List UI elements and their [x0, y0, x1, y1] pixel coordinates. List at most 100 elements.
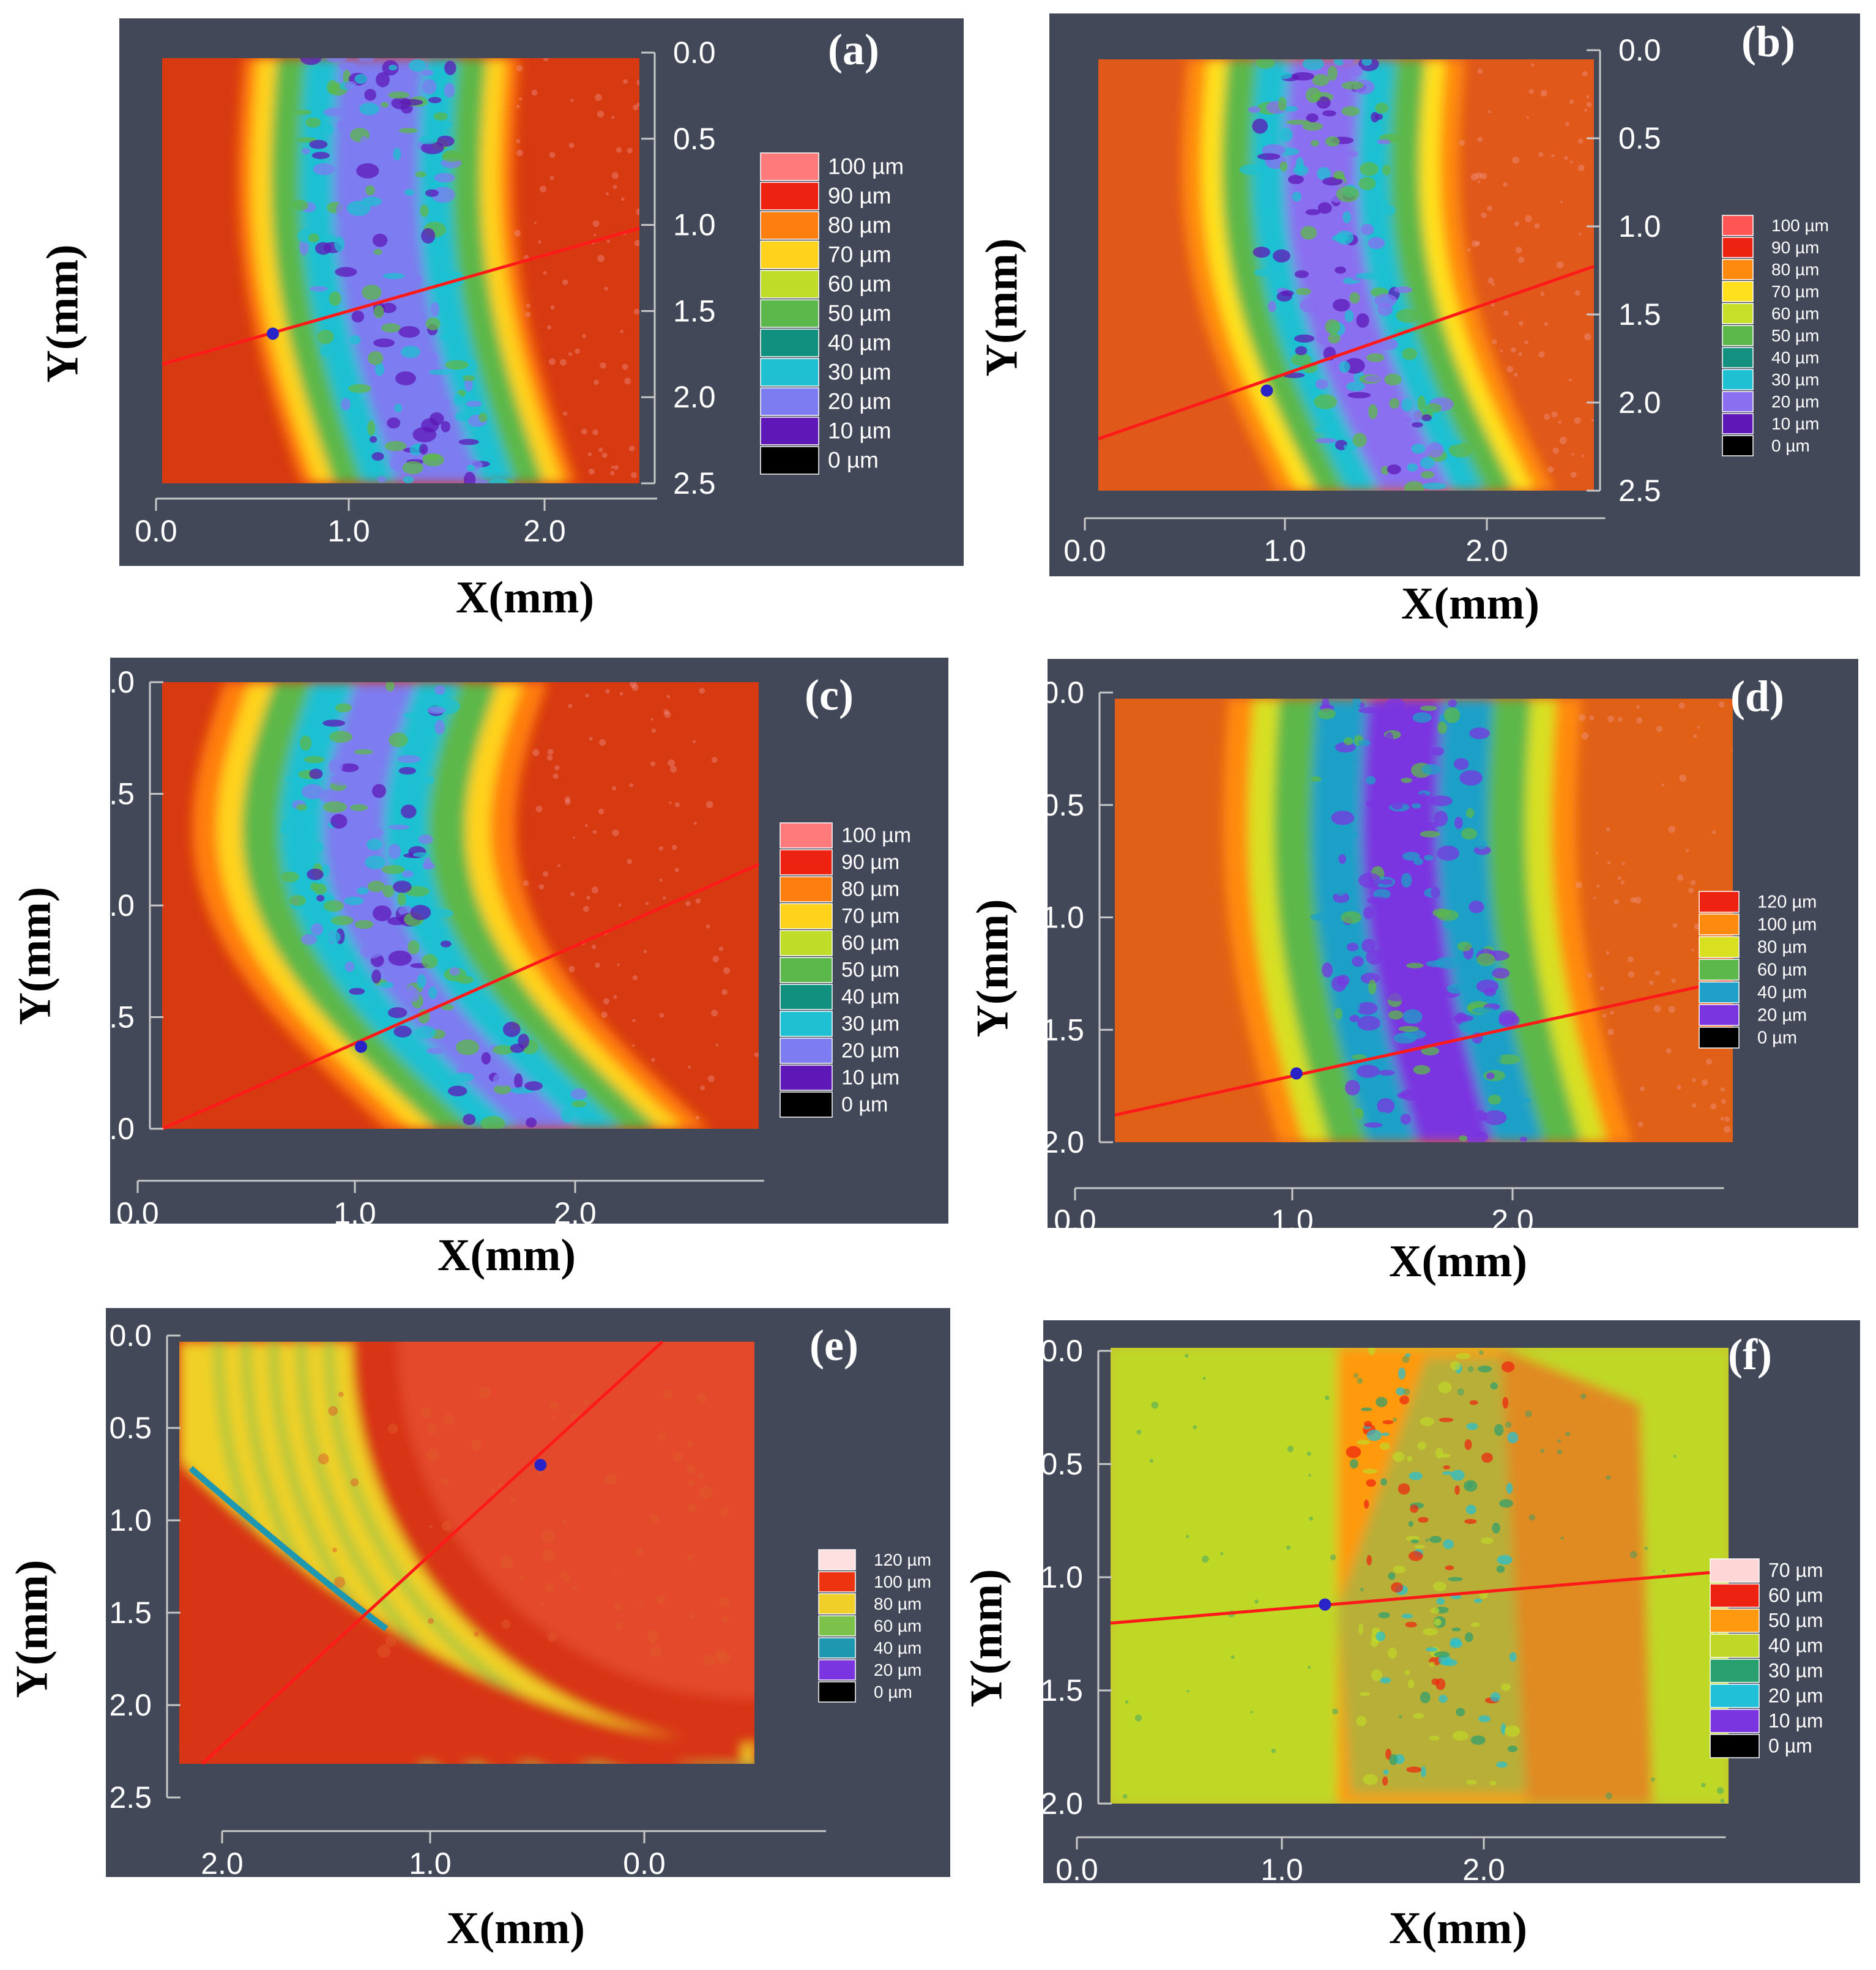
- panel-b-title: (b): [1741, 17, 1795, 66]
- panel-b-speckle: [1341, 106, 1360, 116]
- panel-e-xlabel: X(mm): [447, 1903, 586, 1953]
- panel-d-speckle: [1363, 907, 1374, 920]
- panel-a-plateau-speckle: [594, 234, 597, 237]
- panel-b-svg: 0.0 1.0 2.0 0.0 0.5 1.0 1.5 2.0 2.5 100 µm 90 µm 80…: [1049, 13, 1860, 576]
- panel-e-y-tick-label: 0.5: [109, 1411, 152, 1445]
- panel-b-speckle: [1396, 308, 1420, 323]
- panel-d-speckle: [1373, 1112, 1390, 1119]
- panel-b-speckle: [1286, 119, 1311, 125]
- panel-d-speckle: [1448, 699, 1457, 708]
- panel-b-plateau-speckle: [1480, 173, 1487, 180]
- panel-b-speckle: [1254, 269, 1271, 277]
- panel-e-speckle: [647, 1629, 659, 1642]
- panel-f-edge-speckle: [1720, 1799, 1725, 1803]
- panel-f-speckle: [1451, 1627, 1461, 1632]
- panel-f-speckle: [1421, 1766, 1426, 1778]
- panel-d-plateau-speckle: [1721, 1099, 1727, 1104]
- panel-c-speckle: [426, 1047, 444, 1054]
- panel-d-plateau-speckle: [1599, 986, 1604, 991]
- panel-f-speckle: [1362, 1468, 1378, 1474]
- panel-e-speckle: [649, 1514, 660, 1524]
- panel-b-y-tick-label: 1.5: [1618, 297, 1661, 332]
- panel-c-speckle: [326, 931, 341, 943]
- panel-a-y-tick-label: 0.0: [673, 35, 716, 70]
- panel-a-speckle: [381, 102, 389, 108]
- panel-b-speckle: [1252, 118, 1268, 134]
- panel-c-speckle: [524, 1081, 543, 1091]
- panel-d-speckle: [1436, 909, 1459, 921]
- panel-d-plateau-speckle: [1581, 732, 1589, 740]
- panel-f-edge-speckle: [1308, 1474, 1311, 1477]
- panel-c-speckle: [434, 685, 445, 695]
- panel-a-speckle: [367, 420, 376, 436]
- panel-b-plateau-speckle: [1574, 417, 1581, 424]
- panel-a-speckle: [425, 317, 441, 330]
- panel-b-plateau-speckle: [1518, 256, 1525, 263]
- panel-c-speckle: [419, 736, 431, 751]
- panel-f-edge-speckle: [1525, 1410, 1532, 1418]
- panel-e-speckle: [562, 1520, 567, 1525]
- panel-d-speckle: [1338, 854, 1347, 864]
- panel-f-speckle: [1364, 1500, 1369, 1509]
- panel-d-speckle: [1421, 764, 1441, 775]
- panel-b-colorbar-label: 20 µm: [1771, 392, 1819, 411]
- panel-c-speckle: [403, 712, 424, 719]
- panel-a-speckle: [329, 291, 341, 306]
- panel-b-plateau-speckle: [1513, 372, 1518, 377]
- panel-f-colorbar-swatch: [1710, 1634, 1760, 1658]
- panel-a-colorbar-label: 30 µm: [828, 360, 891, 385]
- panel-f-edge-speckle: [1306, 1451, 1311, 1456]
- panel-a-plateau-speckle: [623, 79, 628, 84]
- panel-f-speckle: [1378, 1612, 1390, 1619]
- panel-a-colorbar-swatch: [760, 240, 819, 269]
- panel-d-plateau-speckle: [1636, 705, 1640, 709]
- panel-b-plateau-speckle: [1571, 453, 1574, 456]
- panel-e-speckle: [471, 1440, 482, 1451]
- panel-d-speckle: [1322, 962, 1333, 978]
- panel-b-colorbar-label: 0 µm: [1771, 436, 1810, 455]
- panel-b-speckle: [1316, 96, 1331, 109]
- panel-c-plateau-speckle: [645, 902, 649, 905]
- panel-f-speckle: [1418, 1517, 1429, 1523]
- panel-d-plateau-speckle: [1710, 1103, 1717, 1110]
- panel-f-y-tick-label: 0.0: [1043, 1334, 1083, 1368]
- panel-a-speckle: [326, 58, 348, 62]
- panel-f-speckle: [1481, 1537, 1494, 1544]
- panel-e-speckle: [686, 1554, 694, 1562]
- panel-b-plateau-speckle: [1584, 108, 1587, 112]
- panel-f-colorbar-swatch: [1710, 1684, 1760, 1708]
- panel-c-speckle: [349, 987, 365, 995]
- panel-f-speckle: [1429, 1736, 1440, 1741]
- panel-e-x-tick-label: 1.0: [409, 1846, 452, 1877]
- panel-c-speckle: [418, 834, 433, 844]
- panel-d-colorbar-label: 80 µm: [1757, 938, 1807, 957]
- panel-f-speckle: [1382, 1776, 1388, 1786]
- panel-f-edge-speckle: [1193, 1425, 1197, 1430]
- panel-e-surface: [179, 1342, 754, 1764]
- panel-b-speckle: [1257, 153, 1281, 160]
- panel-d-speckle: [1496, 1054, 1521, 1065]
- panel-e-speckle: [426, 1448, 439, 1462]
- panel-f-edge-speckle: [1403, 1388, 1410, 1396]
- panel-b-speckle: [1298, 182, 1317, 191]
- panel-c-colorbar-label: 40 µm: [841, 986, 899, 1009]
- panel-c-speckle: [389, 732, 408, 748]
- panel-f-speckle: [1436, 1597, 1445, 1605]
- panel-c-speckle: [385, 682, 395, 692]
- panel-c-speckle: [343, 896, 364, 905]
- panel-d-plateau-speckle: [1691, 1103, 1697, 1108]
- panel-f-surface: [1111, 1348, 1729, 1804]
- panel-c-speckle: [456, 1039, 480, 1055]
- panel-f-speckle: [1496, 1565, 1505, 1573]
- panel-c-speckle: [367, 838, 382, 850]
- panel-f-green-pitted: [1338, 1357, 1527, 1794]
- panel-b-x-tick-label: 0.0: [1063, 533, 1106, 568]
- panel-f-speckle: [1389, 1754, 1398, 1766]
- panel-c-colorbar-swatch: [780, 930, 833, 956]
- panel-a-plateau-speckle: [514, 229, 521, 237]
- panel-b-plateau-speckle: [1540, 292, 1545, 296]
- panel-b-plateau-speckle: [1544, 414, 1550, 420]
- panel-c-plateau-speckle: [674, 802, 680, 808]
- panel-d-speckle: [1459, 1109, 1475, 1125]
- panel-b-plateau-speckle: [1487, 277, 1494, 284]
